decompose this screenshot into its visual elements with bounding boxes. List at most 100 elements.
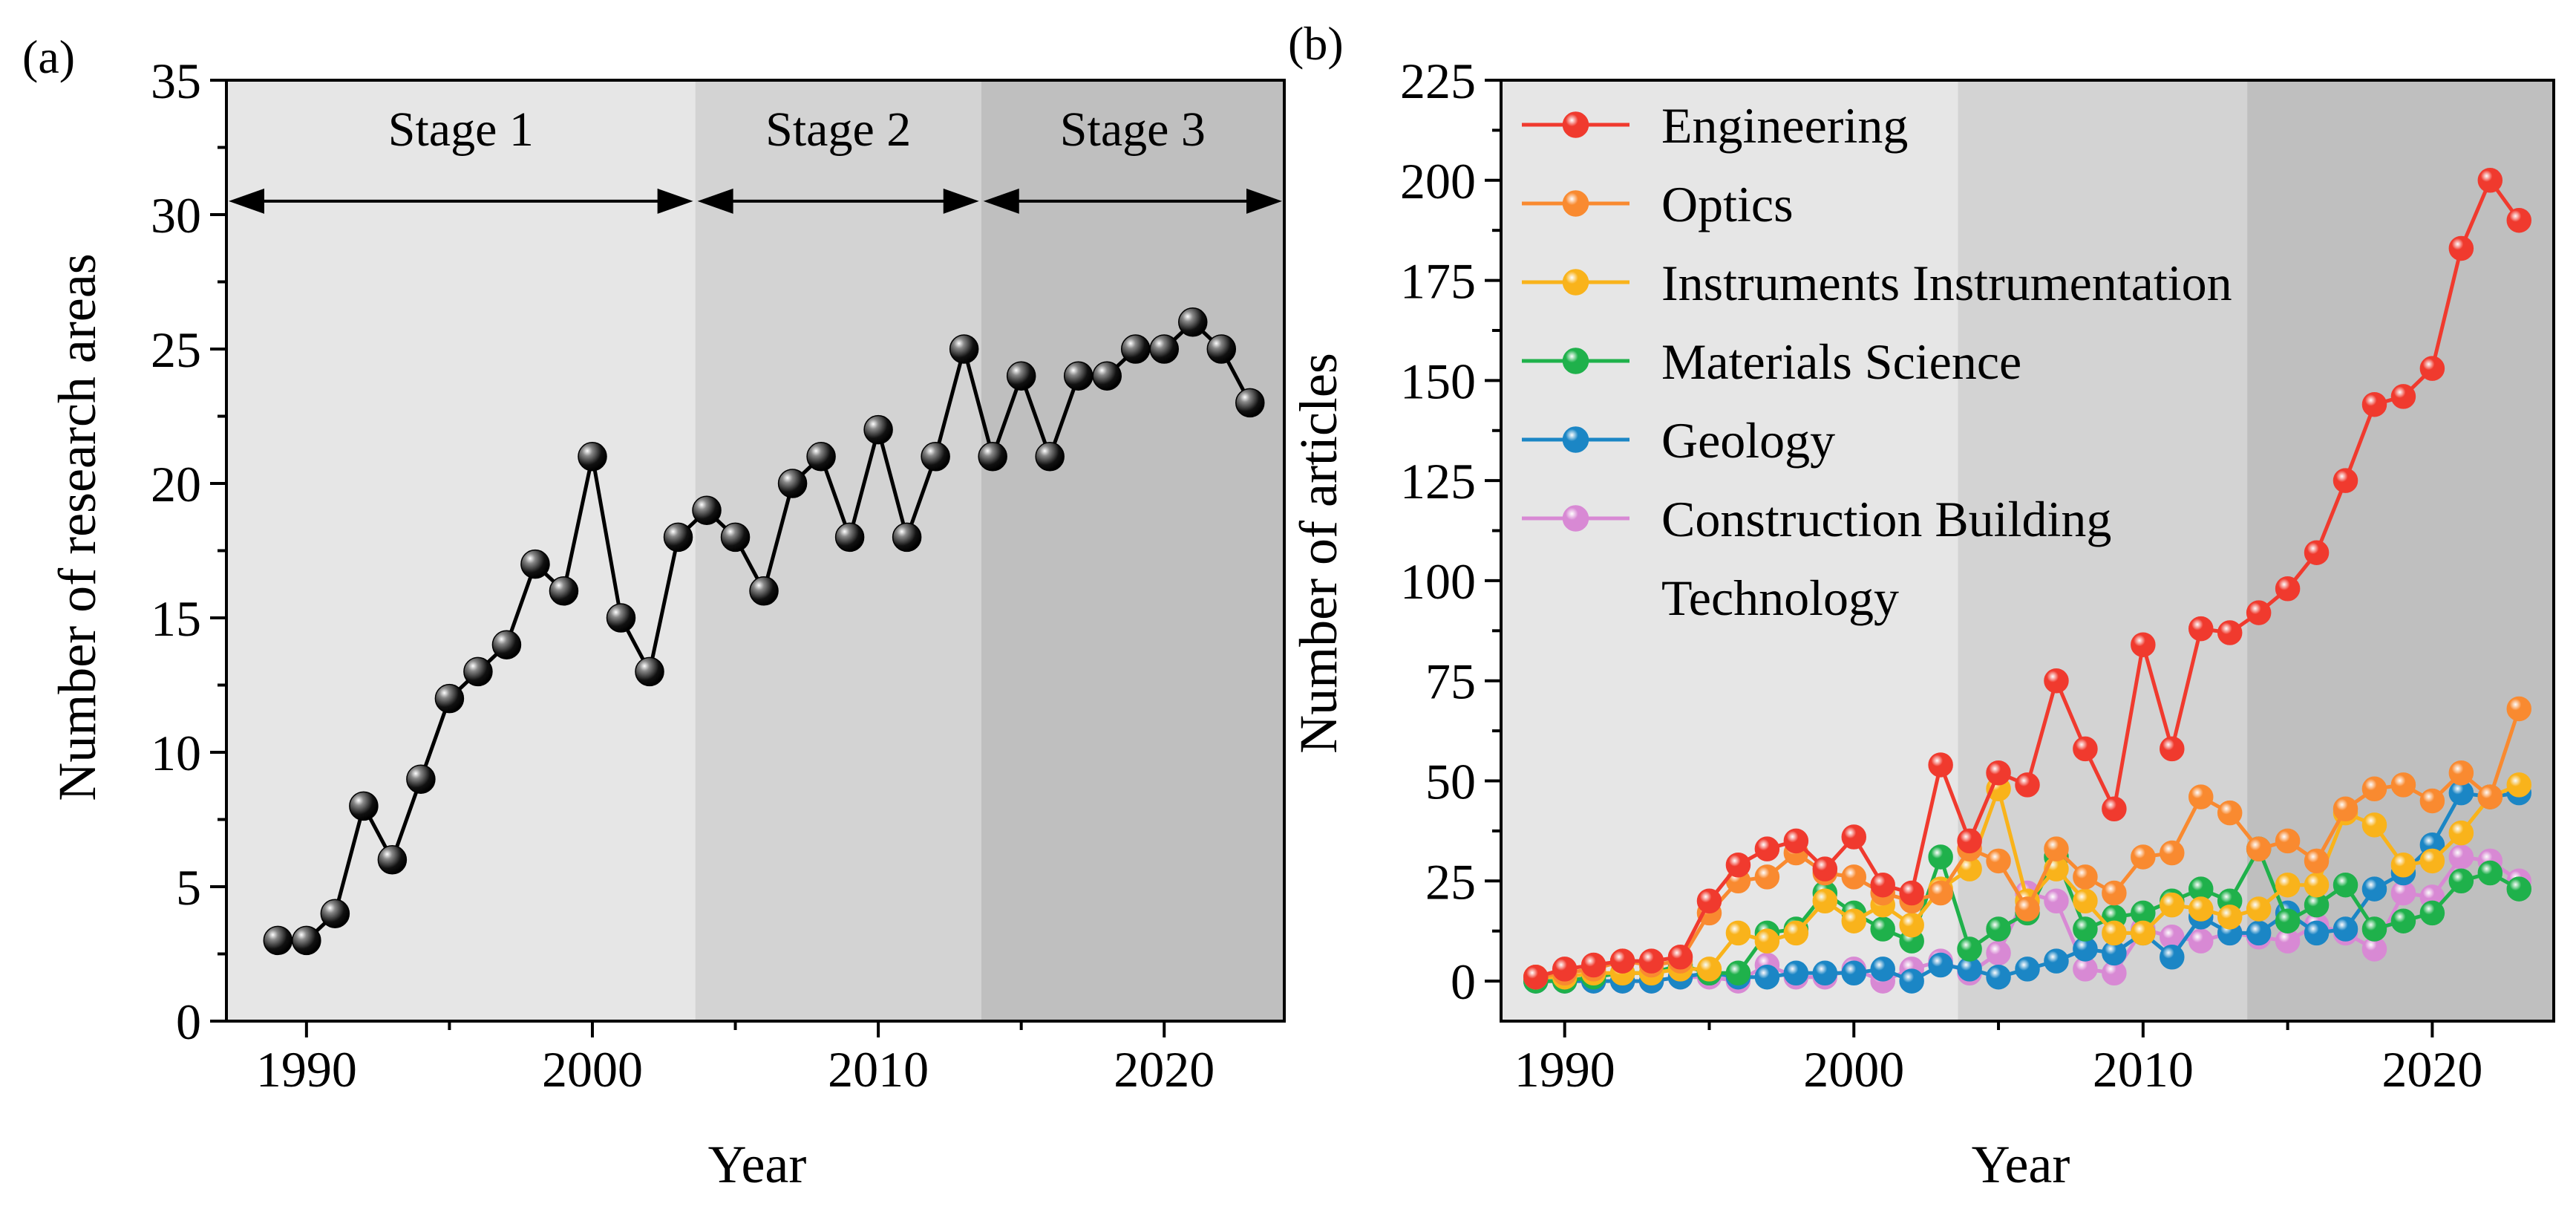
research-areas-point-2000 <box>578 442 607 472</box>
geology-point-2017 <box>2333 916 2358 942</box>
research-areas-point-2008 <box>806 442 836 472</box>
instruments-instrumentation-point-2019 <box>2390 852 2416 878</box>
engineering-point-1992 <box>1609 948 1635 974</box>
legend-marker <box>1562 190 1589 217</box>
engineering-point-1994 <box>1667 944 1693 970</box>
research-areas-point-1992 <box>349 791 379 821</box>
geology-point-2014 <box>2246 920 2272 946</box>
engineering-point-2001 <box>1870 872 1895 898</box>
engineering-point-1997 <box>1754 836 1780 861</box>
instruments-instrumentation-point-2015 <box>2275 872 2301 898</box>
y-tick-label: 175 <box>1400 253 1476 310</box>
legend: Engineering Optics Instruments Instrumenta… <box>1522 97 2232 626</box>
instruments-instrumentation-point-2016 <box>2304 872 2330 898</box>
legend-marker <box>1562 505 1589 532</box>
research-areas-point-2011 <box>892 522 922 553</box>
research-areas-point-2004 <box>692 495 722 525</box>
construction-building-point-2012 <box>2188 928 2214 954</box>
panel-b-articles-chart: 0 25 50 75 100 125 150 175 200 225 1990 2000 2010 202… <box>1288 17 2555 1194</box>
y-tick-label: 30 <box>151 187 201 244</box>
engineering-point-2004 <box>1957 828 1982 854</box>
construction-building-point-2021 <box>2448 844 2474 870</box>
engineering-point-2021 <box>2448 235 2474 261</box>
instruments-instrumentation-point-2008 <box>2073 888 2098 914</box>
y-tick-label: 125 <box>1400 453 1476 509</box>
engineering-point-2022 <box>2477 168 2503 193</box>
research-areas-point-2009 <box>834 522 865 553</box>
engineering-point-2020 <box>2419 356 2445 381</box>
x-tick-label: 2010 <box>828 1041 929 1098</box>
engineering-point-2010 <box>2131 632 2156 657</box>
research-areas-point-2021 <box>1178 307 1208 337</box>
stage-region-1 <box>226 80 696 1021</box>
optics-point-2017 <box>2333 796 2358 822</box>
stage-1-label: Stage 1 <box>388 102 534 157</box>
optics-point-2006 <box>2015 896 2040 922</box>
engineering-point-2005 <box>1986 760 2011 786</box>
engineering-point-1990 <box>1552 957 1578 982</box>
y-tick-label: 0 <box>1451 954 1476 1010</box>
geology-point-2001 <box>1870 957 1895 982</box>
research-areas-point-2015 <box>1006 361 1036 391</box>
y-tick-label: 5 <box>176 859 201 916</box>
legend-label-line2: Technology <box>1661 570 1899 626</box>
engineering-point-2000 <box>1841 824 1867 850</box>
engineering-point-2007 <box>2044 668 2069 694</box>
y-tick-label: 75 <box>1425 654 1476 710</box>
research-areas-point-2017 <box>1063 361 1094 391</box>
research-areas-point-1990 <box>292 925 321 956</box>
y-tick-label: 100 <box>1400 553 1476 610</box>
optics-point-2000 <box>1841 864 1867 890</box>
optics-point-2023 <box>2506 696 2532 722</box>
optics-point-2019 <box>2390 772 2416 798</box>
materials-science-point-2004 <box>1957 936 1982 962</box>
research-areas-point-1991 <box>320 899 350 928</box>
optics-point-2021 <box>2448 760 2474 786</box>
engineering-point-1999 <box>1812 856 1838 882</box>
engineering-point-2006 <box>2015 772 2040 798</box>
materials-science-point-2023 <box>2506 876 2532 902</box>
y-tick-label: 25 <box>151 322 201 378</box>
y-tick-label: 25 <box>1425 853 1476 910</box>
y-tick-label: 10 <box>151 725 201 781</box>
research-areas-point-1998 <box>520 549 550 579</box>
panel-b-plot-frame <box>1500 79 2555 1023</box>
stage-2-label: Stage 2 <box>765 102 911 157</box>
optics-point-2009 <box>2102 880 2127 906</box>
engineering-point-2003 <box>1928 752 1953 778</box>
series-engineering <box>1523 168 2532 990</box>
optics-point-2020 <box>2419 788 2445 814</box>
materials-science-point-2021 <box>2448 868 2474 894</box>
instruments-instrumentation-point-2009 <box>2102 920 2127 946</box>
engineering-point-2017 <box>2333 468 2358 493</box>
geology-point-2005 <box>1986 964 2011 990</box>
research-areas-point-2006 <box>749 576 779 606</box>
engineering-point-2023 <box>2506 207 2532 233</box>
materials-science-point-2015 <box>2275 908 2301 933</box>
instruments-instrumentation-point-2002 <box>1899 912 1924 938</box>
instruments-instrumentation-point-1999 <box>1812 888 1838 914</box>
research-areas-point-2007 <box>777 469 808 498</box>
arrow-head-right <box>943 188 979 214</box>
materials-science-point-1996 <box>1725 960 1751 986</box>
optics-point-2005 <box>1986 848 2011 874</box>
legend-item-construction-building: Construction Building Technology <box>1522 491 2111 626</box>
engineering-point-2015 <box>2275 576 2301 602</box>
arrow-head-right <box>1246 188 1282 214</box>
panel-a-research-areas-chart: Stage 1 Stage 2 Stage 3 0 5 10 15 20 25 30 35 1990… <box>22 30 1286 1194</box>
instruments-instrumentation-point-2018 <box>2361 812 2387 838</box>
instruments-instrumentation-point-2012 <box>2188 896 2214 922</box>
materials-science-point-2001 <box>1870 916 1895 942</box>
research-areas-point-2019 <box>1120 334 1151 364</box>
instruments-instrumentation-point-2013 <box>2217 905 2243 930</box>
arrow-head-left <box>229 188 264 214</box>
legend-item-materials-science: Materials Science <box>1522 333 2021 390</box>
x-tick-label: 2000 <box>542 1041 643 1098</box>
y-tick-label: 50 <box>1425 754 1476 810</box>
stage-2-arrow <box>697 188 979 214</box>
legend-label: Instruments Instrumentation <box>1661 255 2232 311</box>
engineering-point-1993 <box>1638 948 1664 974</box>
optics-point-1997 <box>1754 864 1780 890</box>
geology-point-2002 <box>1899 968 1924 994</box>
x-tick-label: 1990 <box>1514 1041 1615 1098</box>
